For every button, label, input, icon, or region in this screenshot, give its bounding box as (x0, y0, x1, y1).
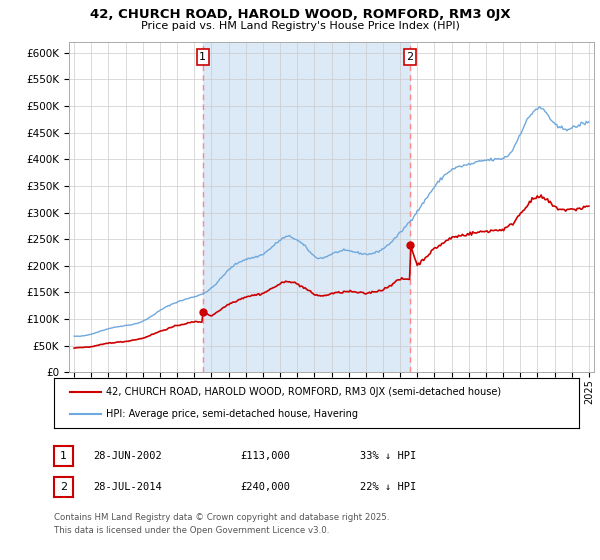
Text: HPI: Average price, semi-detached house, Havering: HPI: Average price, semi-detached house,… (107, 409, 359, 419)
Text: 28-JUN-2002: 28-JUN-2002 (93, 451, 162, 461)
Text: This data is licensed under the Open Government Licence v3.0.: This data is licensed under the Open Gov… (54, 526, 329, 535)
Text: Contains HM Land Registry data © Crown copyright and database right 2025.: Contains HM Land Registry data © Crown c… (54, 513, 389, 522)
Text: 22% ↓ HPI: 22% ↓ HPI (360, 482, 416, 492)
Text: £240,000: £240,000 (240, 482, 290, 492)
Text: 42, CHURCH ROAD, HAROLD WOOD, ROMFORD, RM3 0JX: 42, CHURCH ROAD, HAROLD WOOD, ROMFORD, R… (89, 8, 511, 21)
Text: 33% ↓ HPI: 33% ↓ HPI (360, 451, 416, 461)
Text: 28-JUL-2014: 28-JUL-2014 (93, 482, 162, 492)
Text: 2: 2 (60, 482, 67, 492)
Bar (203, 42, 410, 372)
Text: Price paid vs. HM Land Registry's House Price Index (HPI): Price paid vs. HM Land Registry's House … (140, 21, 460, 31)
Text: 1: 1 (199, 52, 206, 62)
Text: £113,000: £113,000 (240, 451, 290, 461)
Text: 1: 1 (60, 451, 67, 461)
Text: 42, CHURCH ROAD, HAROLD WOOD, ROMFORD, RM3 0JX (semi-detached house): 42, CHURCH ROAD, HAROLD WOOD, ROMFORD, R… (107, 387, 502, 397)
Text: 2: 2 (407, 52, 413, 62)
